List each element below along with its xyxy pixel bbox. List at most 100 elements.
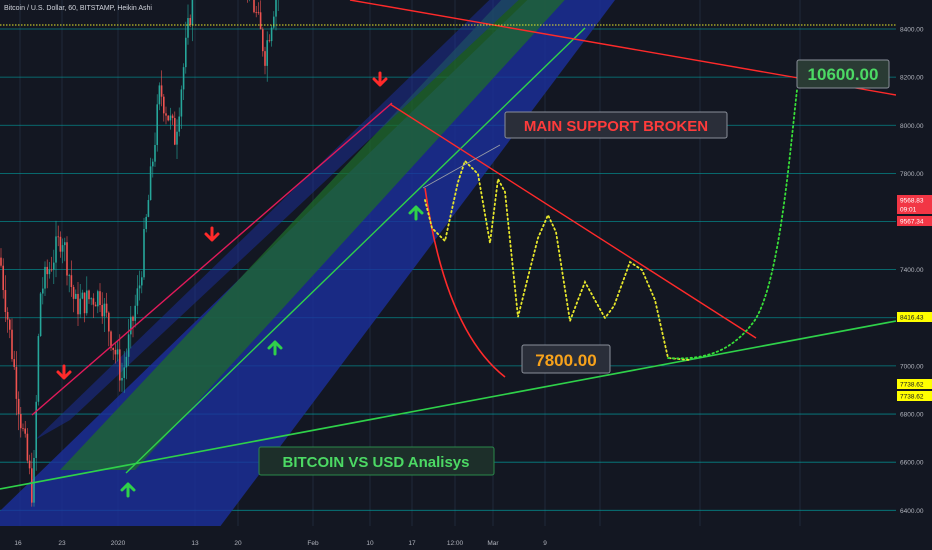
candle-body-77 [169, 115, 172, 121]
candle-body-15 [33, 457, 35, 503]
candle-body-82 [180, 89, 183, 117]
time-tick-0: 16 [14, 540, 22, 547]
candle-body-8 [17, 398, 20, 415]
candle-body-40 [88, 290, 90, 300]
candle-body-21 [46, 266, 48, 275]
candle-body-22 [48, 269, 51, 275]
price-tick-25: 6400.00 [900, 508, 924, 515]
green-arrow-3 [120, 482, 136, 498]
price-tick-22: 7000.00 [900, 363, 924, 370]
candles [0, 0, 279, 507]
price-tick-24: 6600.00 [900, 460, 924, 467]
candle-body-69 [152, 161, 154, 167]
time-tick-1: 23 [58, 540, 66, 547]
analysis-title-box [258, 446, 495, 476]
candle-body-49 [108, 312, 110, 332]
candle-body-61 [134, 305, 136, 321]
price-label-bg-5 [897, 391, 932, 401]
price-label-2: 9567.34 [900, 219, 924, 226]
candle-body-17 [37, 336, 40, 402]
candle-body-55 [121, 377, 123, 381]
candle-body-3 [6, 312, 9, 320]
candle-body-119 [262, 29, 264, 52]
candle-body-1 [2, 265, 4, 291]
trend-lines [0, 0, 896, 490]
candle-body-54 [119, 349, 121, 381]
price-label-bg-3 [897, 312, 932, 322]
candle-body-71 [156, 104, 158, 146]
time-tick-3: 13 [191, 540, 199, 547]
target-high-label: 10600.00 [808, 65, 879, 84]
price-tick-16: 8200.00 [900, 75, 924, 82]
target-low-label: 7800.00 [535, 351, 596, 370]
chart-title: Bitcoin / U.S. Dollar, 60, BITSTAMP, Hei… [4, 5, 152, 12]
candle-body-66 [145, 216, 147, 230]
candle-body-42 [92, 298, 95, 305]
price-label-bg-4 [897, 379, 932, 389]
candle-body-79 [174, 118, 176, 145]
candle-body-28 [61, 245, 64, 252]
candle-body-62 [136, 288, 139, 306]
candle-body-48 [105, 303, 108, 313]
candle-body-0 [0, 257, 2, 266]
price-tick-18: 7800.00 [900, 171, 924, 178]
time-axis[interactable]: 16 23 2020 13 20 Feb 10 17 12:00 Mar 9 [14, 540, 547, 547]
candle-body-35 [77, 293, 79, 315]
candle-body-80 [176, 131, 178, 145]
time-tick-7: 17 [408, 540, 416, 547]
candle-body-123 [270, 27, 273, 42]
candle-body-27 [59, 236, 62, 252]
candle-body-122 [268, 40, 271, 42]
candle-body-46 [101, 305, 103, 317]
time-tick-6: 10 [366, 540, 374, 547]
candle-body-29 [64, 242, 66, 246]
support-broken-label: MAIN SUPPORT BROKEN [524, 118, 708, 135]
candle-body-73 [160, 85, 163, 97]
time-tick-8: 12:00 [447, 540, 464, 547]
candle-body-25 [55, 236, 57, 263]
candle-body-83 [182, 67, 185, 90]
candle-body-34 [75, 293, 77, 299]
time-tick-2: 2020 [111, 540, 126, 547]
channel-inner-green [60, 0, 565, 470]
candle-body-64 [141, 277, 143, 286]
candle-body-45 [99, 291, 101, 306]
price-label-1: 09:01 [900, 207, 917, 214]
candle-body-121 [266, 40, 268, 66]
candle-body-63 [138, 285, 141, 289]
price-label-bg-2 [897, 216, 932, 226]
candle-body-59 [130, 316, 132, 335]
target-low-box [521, 344, 611, 374]
candle-body-37 [81, 292, 84, 299]
time-tick-4: 20 [234, 540, 242, 547]
price-label-0: 9568.83 [900, 198, 924, 205]
price-axis[interactable]: 11400.0011200.0011000.0010800.0010600.00… [897, 0, 932, 515]
red-arrow-2 [204, 226, 220, 242]
red-arrow-1 [372, 71, 388, 87]
candle-body-124 [273, 16, 275, 28]
candle-body-20 [44, 266, 46, 289]
candle-body-32 [70, 275, 73, 288]
candle-body-33 [72, 287, 75, 299]
candle-body-125 [275, 0, 277, 17]
candle-body-47 [103, 303, 106, 317]
candle-body-50 [110, 331, 112, 348]
candle-body-12 [26, 433, 29, 461]
candle-body-120 [264, 51, 266, 66]
candle-body-30 [66, 242, 68, 276]
projections [422, 89, 798, 361]
green-projection [667, 89, 798, 360]
channel-support-line [125, 27, 586, 474]
trend-channel [0, 0, 615, 526]
candle-body-5 [11, 329, 13, 360]
price-label-3: 8416.43 [900, 315, 924, 322]
support-broken-box [504, 111, 728, 139]
time-tick-5: Feb [307, 540, 319, 547]
candle-body-14 [31, 468, 33, 503]
candle-body-16 [35, 401, 37, 458]
callout-leader [422, 144, 501, 189]
candle-body-36 [79, 298, 81, 315]
time-tick-10: 9 [543, 540, 547, 547]
